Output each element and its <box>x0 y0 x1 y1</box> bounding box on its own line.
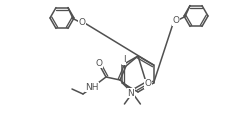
Text: O: O <box>173 16 179 25</box>
Text: O: O <box>79 18 85 27</box>
Text: O: O <box>145 80 152 89</box>
Text: NH: NH <box>85 83 99 92</box>
Text: O: O <box>95 58 103 67</box>
Text: N: N <box>128 89 134 98</box>
Text: I: I <box>123 55 125 64</box>
